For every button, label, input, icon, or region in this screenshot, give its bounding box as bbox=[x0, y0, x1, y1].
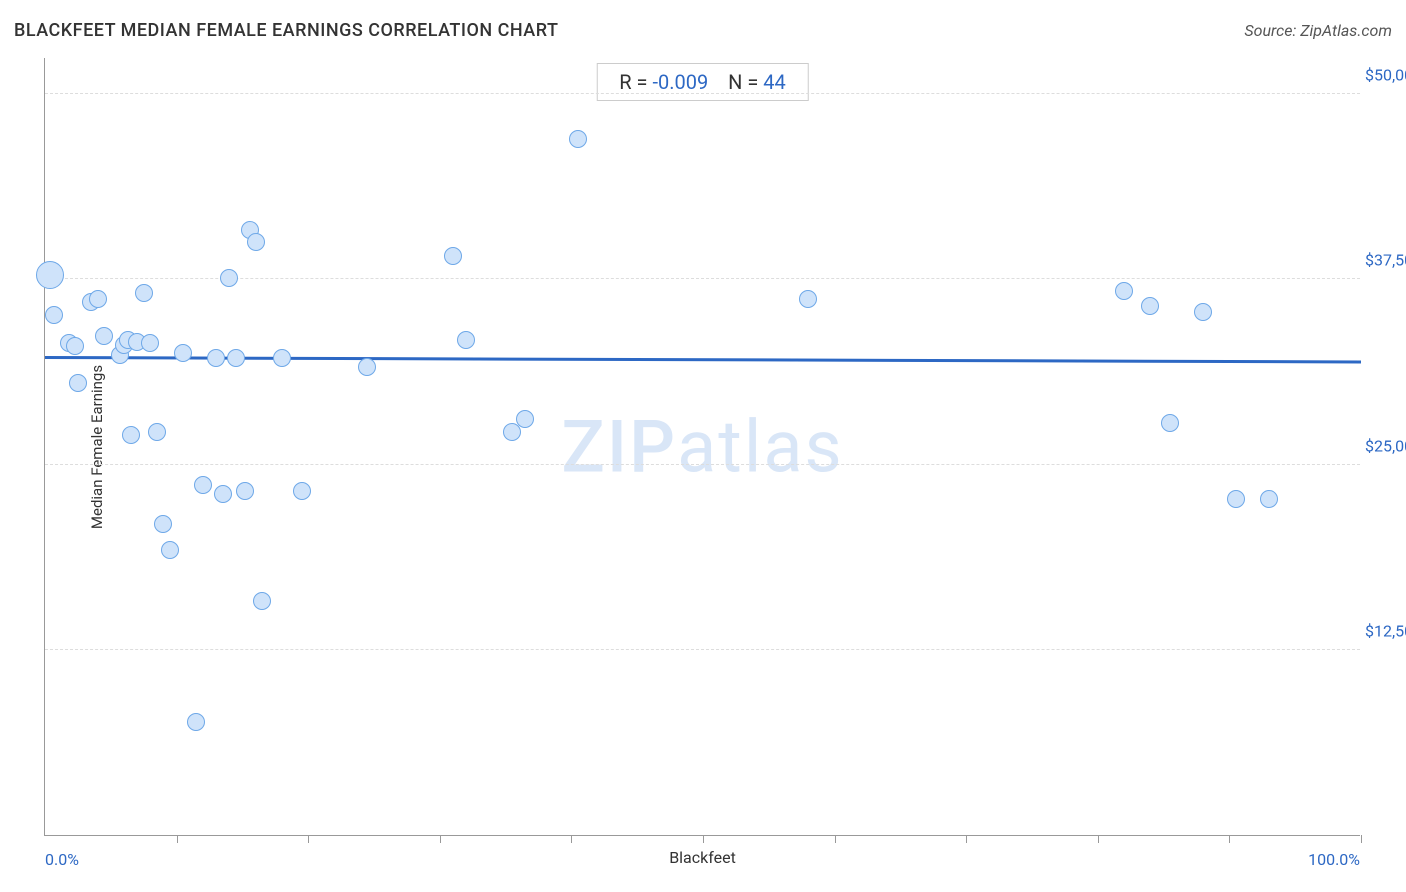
x-tick-label: 100.0% bbox=[1308, 850, 1360, 869]
chart-title: BLACKFEET MEDIAN FEMALE EARNINGS CORRELA… bbox=[14, 20, 558, 41]
x-tick bbox=[177, 835, 178, 843]
data-point bbox=[214, 485, 232, 503]
data-point bbox=[194, 476, 212, 494]
data-point bbox=[122, 426, 140, 444]
r-label: R = bbox=[619, 70, 647, 94]
y-tick-label: $25,000 bbox=[1365, 436, 1406, 455]
data-point bbox=[569, 130, 587, 148]
x-tick bbox=[703, 835, 704, 843]
data-point bbox=[95, 327, 113, 345]
data-point bbox=[141, 334, 159, 352]
data-point bbox=[358, 358, 376, 376]
data-point bbox=[69, 374, 87, 392]
y-tick-label: $12,500 bbox=[1365, 621, 1406, 640]
data-point bbox=[1260, 490, 1278, 508]
x-tick bbox=[1098, 835, 1099, 843]
data-point bbox=[220, 269, 238, 287]
data-point bbox=[227, 349, 245, 367]
gridline bbox=[45, 464, 1360, 465]
n-label: N = bbox=[728, 70, 758, 94]
data-point bbox=[516, 410, 534, 428]
data-point bbox=[1227, 490, 1245, 508]
data-point bbox=[273, 349, 291, 367]
gridline bbox=[45, 278, 1360, 279]
x-tick bbox=[1229, 835, 1230, 843]
scatter-plot: ZIPatlas Median Female Earnings Blackfee… bbox=[44, 58, 1360, 836]
data-point bbox=[66, 337, 84, 355]
data-point bbox=[45, 306, 63, 324]
data-point bbox=[36, 261, 64, 289]
n-value: 44 bbox=[763, 70, 785, 94]
data-point bbox=[1194, 303, 1212, 321]
data-point bbox=[503, 423, 521, 441]
y-tick-label: $50,000 bbox=[1365, 66, 1406, 85]
x-tick bbox=[308, 835, 309, 843]
x-axis-label: Blackfeet bbox=[669, 848, 736, 867]
r-value: -0.009 bbox=[652, 70, 708, 94]
data-point bbox=[174, 344, 192, 362]
y-axis-label: Median Female Earnings bbox=[88, 364, 106, 528]
data-point bbox=[148, 423, 166, 441]
data-point bbox=[247, 233, 265, 251]
source-label: Source: ZipAtlas.com bbox=[1244, 21, 1392, 40]
data-point bbox=[293, 482, 311, 500]
gridline bbox=[45, 93, 1360, 94]
data-point bbox=[161, 541, 179, 559]
data-point bbox=[1161, 414, 1179, 432]
data-point bbox=[135, 284, 153, 302]
stats-box: R = -0.009 N = 44 bbox=[596, 63, 809, 101]
data-point bbox=[799, 290, 817, 308]
data-point bbox=[253, 592, 271, 610]
watermark: ZIPatlas bbox=[561, 404, 843, 489]
data-point bbox=[457, 331, 475, 349]
x-tick bbox=[966, 835, 967, 843]
y-tick-label: $37,500 bbox=[1365, 251, 1406, 270]
data-point bbox=[207, 349, 225, 367]
data-point bbox=[154, 515, 172, 533]
x-tick bbox=[440, 835, 441, 843]
data-point bbox=[89, 290, 107, 308]
data-point bbox=[1141, 297, 1159, 315]
x-tick bbox=[1361, 835, 1362, 843]
data-point bbox=[187, 713, 205, 731]
data-point bbox=[236, 482, 254, 500]
data-point bbox=[444, 247, 462, 265]
gridline bbox=[45, 649, 1360, 650]
x-tick-label: 0.0% bbox=[45, 850, 79, 869]
data-point bbox=[1115, 282, 1133, 300]
x-tick bbox=[835, 835, 836, 843]
x-tick bbox=[571, 835, 572, 843]
